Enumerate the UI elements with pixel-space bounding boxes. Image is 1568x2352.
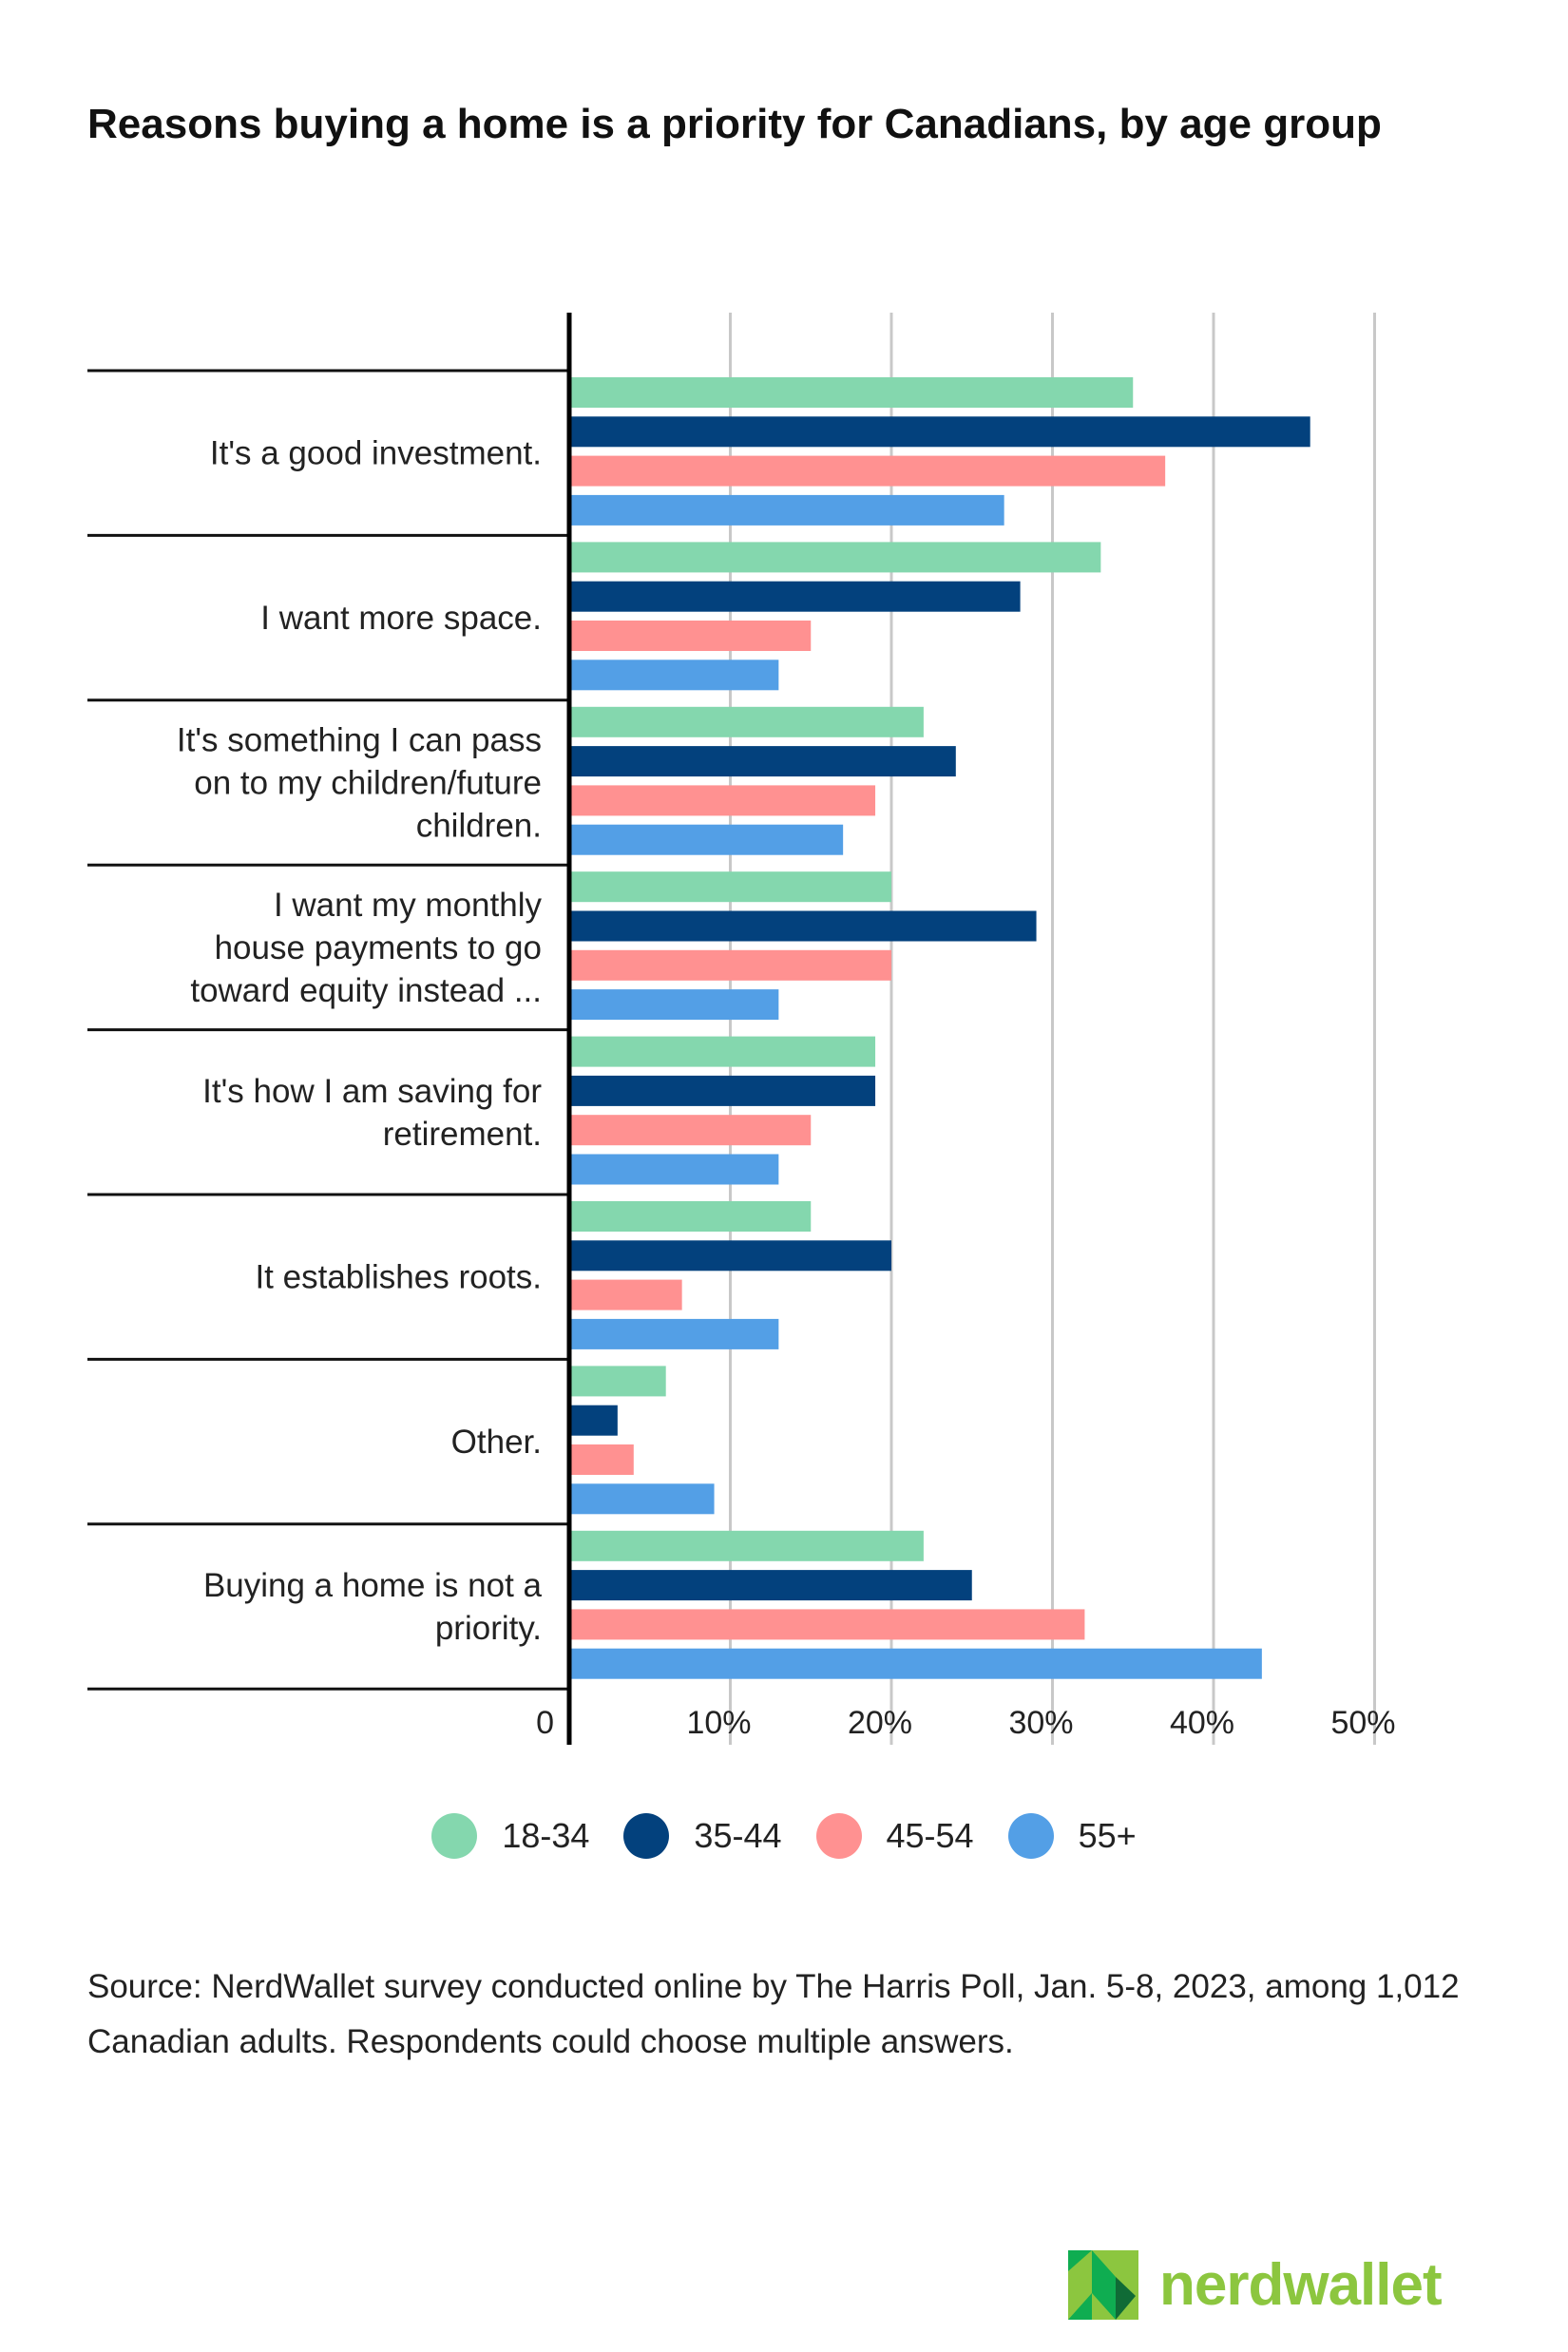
legend-swatch-icon	[815, 1813, 862, 1859]
bar-45-54	[571, 1279, 682, 1310]
category-label: It's something I can pass	[177, 722, 542, 759]
bar-45-54	[571, 621, 812, 651]
category-label: children.	[416, 808, 542, 845]
bar-45-54	[571, 455, 1166, 487]
legend-item: 45-54	[815, 1813, 974, 1859]
bar-45-54	[571, 949, 891, 981]
category-label: I want my monthly	[274, 887, 543, 924]
legend-item: 35-44	[623, 1813, 782, 1859]
nerdwallet-logo-icon	[1068, 2250, 1138, 2320]
bar-45-54	[571, 1115, 812, 1146]
legend-label: 45-54	[886, 1816, 974, 1855]
legend-swatch-icon	[623, 1813, 670, 1859]
bar-35-44	[571, 746, 956, 777]
bar-45-54	[571, 1444, 634, 1475]
legend-item: 55+	[1007, 1813, 1137, 1859]
source-note: Source: NerdWallet survey conducted onli…	[87, 1968, 1460, 2060]
bar-18-34	[571, 1366, 666, 1397]
legend-item: 18-34	[431, 1813, 589, 1859]
category-label: It's a good investment.	[210, 435, 542, 472]
bar-35-44	[571, 1075, 876, 1106]
category-label: priority.	[435, 1610, 542, 1647]
chart-title: Reasons buying a home is a priority for …	[87, 101, 1382, 147]
bar-18-34	[571, 1201, 812, 1232]
bar-55+	[571, 1648, 1262, 1679]
legend-swatch-icon	[431, 1813, 478, 1859]
category-label: Other.	[451, 1424, 542, 1461]
category-label: It establishes roots.	[255, 1259, 542, 1296]
legend-label: 35-44	[694, 1816, 782, 1855]
x-tick-label: 30%	[1008, 1705, 1073, 1741]
bar-55+	[571, 660, 779, 691]
bar-35-44	[571, 416, 1310, 448]
bar-18-34	[571, 706, 924, 737]
bar-55+	[571, 1154, 779, 1185]
legend-label: 55+	[1078, 1816, 1137, 1855]
bar-18-34	[571, 1036, 876, 1067]
category-label: It's how I am saving for	[202, 1073, 542, 1110]
bar-chart: 0 10% 20% 30% 40% 50% It's a good investment. I…	[87, 313, 1396, 1745]
bar-18-34	[571, 377, 1134, 408]
bar-35-44	[571, 1405, 618, 1436]
bar-35-44	[571, 581, 1021, 612]
bar-45-54	[571, 1609, 1085, 1640]
category-label: toward equity instead ...	[190, 972, 542, 1009]
legend: 18-34 35-44 45-54 55+	[0, 1813, 1568, 1859]
bar-55+	[571, 494, 1004, 526]
category-label: house payments to go	[215, 929, 542, 966]
x-tick-label: 10%	[686, 1705, 751, 1741]
bar-55+	[571, 1483, 715, 1515]
legend-label: 18-34	[502, 1816, 590, 1855]
bar-55+	[571, 989, 779, 1021]
x-tick-label: 50%	[1330, 1705, 1395, 1741]
category-label: I want more space.	[260, 600, 542, 637]
bar-35-44	[571, 1570, 972, 1601]
legend-swatch-icon	[1007, 1813, 1054, 1859]
bar-35-44	[571, 910, 1037, 942]
x-tick-label: 20%	[848, 1705, 912, 1741]
nerdwallet-logo: nerdwallet	[1068, 2250, 1443, 2320]
x-tick-label: 0	[536, 1705, 554, 1741]
category-label: retirement.	[383, 1116, 542, 1153]
x-tick-label: 40%	[1170, 1705, 1234, 1741]
bar-35-44	[571, 1240, 891, 1272]
bar-18-34	[571, 871, 891, 903]
bar-55+	[571, 824, 844, 855]
bar-45-54	[571, 785, 876, 816]
bar-55+	[571, 1318, 779, 1349]
bar-18-34	[571, 1530, 924, 1561]
nerdwallet-logo-text: nerdwallet	[1159, 2252, 1443, 2318]
category-label: Buying a home is not a	[203, 1567, 543, 1604]
bar-18-34	[571, 542, 1101, 573]
category-label: on to my children/future	[194, 765, 542, 802]
